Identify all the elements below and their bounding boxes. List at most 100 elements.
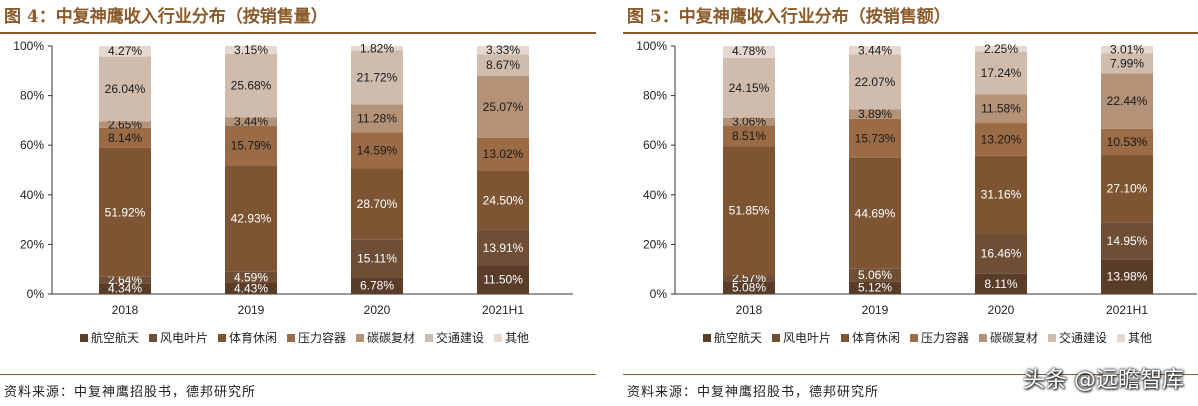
bar-segment (477, 170, 529, 231)
bar-segment (723, 125, 775, 147)
figure-5-source: 资料来源：中复神鹰招股书，德邦研究所 (627, 385, 880, 400)
legend-label: 交通建设 (436, 330, 484, 345)
data-label: 11.58% (981, 102, 1021, 116)
data-label: 25.68% (231, 79, 272, 93)
legend-label: 压力容器 (298, 330, 346, 345)
legend-swatch (287, 334, 295, 342)
bar-segment (849, 118, 901, 158)
legend-swatch (841, 334, 849, 342)
data-label: 3.44% (858, 43, 892, 57)
data-label: 10.53% (1107, 135, 1148, 149)
legend-label: 交通建设 (1059, 330, 1107, 345)
data-label: 5.06% (858, 268, 892, 282)
y-tick-label: 0% (27, 287, 45, 301)
legend-swatch (703, 334, 711, 342)
data-label: 3.06% (732, 115, 766, 129)
bar-segment (351, 239, 403, 278)
data-label: 3.15% (234, 43, 268, 57)
bar-segment (225, 53, 277, 118)
bar-segment (477, 230, 529, 266)
bar-segment (477, 54, 529, 76)
data-label: 3.89% (858, 107, 892, 121)
bar-segment (975, 273, 1027, 294)
bar-segment (351, 104, 403, 133)
data-label: 22.07% (855, 75, 896, 89)
bar-segment (849, 281, 901, 294)
data-label: 13.20% (981, 132, 1022, 146)
legend-swatch (1048, 334, 1056, 342)
legend-swatch (772, 334, 780, 342)
data-label: 4.43% (234, 282, 268, 296)
data-label: 11.28% (357, 111, 397, 125)
data-label: 5.08% (732, 281, 766, 295)
bar-segment (975, 233, 1027, 274)
data-label: 28.70% (357, 197, 398, 211)
bar-segment (849, 109, 901, 119)
legend-label: 航空航天 (91, 330, 139, 345)
legend-swatch (494, 334, 502, 342)
x-tick-label: 2021H1 (482, 303, 524, 317)
bar-segment (351, 168, 403, 240)
data-label: 7.99% (1110, 56, 1144, 70)
data-label: 13.02% (483, 147, 524, 161)
bar-segment (351, 132, 403, 169)
legend-label: 风电叶片 (160, 331, 208, 345)
data-label: 27.10% (1107, 182, 1148, 196)
y-tick-label: 80% (20, 89, 44, 103)
x-tick-label: 2021H1 (1106, 303, 1148, 317)
bar-segment (351, 46, 403, 51)
x-tick-label: 2018 (736, 303, 763, 317)
figure-5-panel: 图 5：中复神鹰收入行业分布（按销售额） 0% 20% 40% 60% 80% 100% 5… (623, 0, 1198, 406)
data-label: 5.12% (858, 281, 892, 295)
data-label: 3.01% (1110, 43, 1144, 57)
bar-segment (975, 123, 1027, 156)
data-label: 51.85% (729, 204, 770, 218)
bar-segment (99, 283, 151, 294)
bar-segment (975, 155, 1027, 234)
x-tick-label: 2020 (364, 303, 391, 317)
legend-swatch (356, 334, 364, 342)
data-label: 8.51% (732, 129, 766, 143)
legend-swatch (80, 334, 88, 342)
y-tick-label: 40% (20, 188, 44, 202)
y-tick-label: 20% (643, 237, 667, 251)
y-tick-label: 20% (20, 237, 44, 251)
legend-label: 碳碳复材 (367, 331, 415, 345)
bar-segment (99, 147, 151, 277)
figure-4-source-rule (0, 374, 596, 375)
bar-segment (225, 283, 277, 294)
bar-segment (1101, 128, 1153, 156)
data-label: 42.93% (231, 211, 272, 225)
legend-label: 其他 (1128, 331, 1152, 345)
x-tick-label: 2019 (862, 303, 889, 317)
data-label: 17.24% (981, 66, 1022, 80)
data-label: 22.44% (1107, 94, 1148, 108)
bar-segment (975, 94, 1027, 124)
figure-4-panel: 图 4：中复神鹰收入行业分布（按销售量） 0% 20% 40% 60% 80% 100% 4… (0, 0, 596, 406)
bar-segment (1101, 46, 1153, 54)
bar-segment (723, 275, 775, 282)
bar-segment (225, 271, 277, 284)
bar-segment (849, 157, 901, 269)
data-label: 11.50% (483, 273, 523, 287)
data-label: 4.59% (234, 270, 268, 284)
legend-label: 航空航天 (714, 330, 762, 345)
bar-segment (351, 277, 403, 294)
bar-segment (225, 165, 277, 272)
data-label: 24.15% (729, 81, 770, 95)
bar-segment (351, 50, 403, 105)
data-label: 4.27% (108, 44, 142, 58)
bar-segment (1101, 53, 1153, 74)
x-tick-label: 2020 (988, 303, 1015, 317)
legend-swatch (910, 334, 918, 342)
bar-segment (477, 75, 529, 138)
legend-label: 碳碳复材 (990, 331, 1038, 345)
y-tick-label: 80% (643, 89, 667, 103)
bar-segment (1101, 259, 1153, 294)
bar-segment (225, 45, 277, 54)
bar-segment (477, 46, 529, 55)
bar-segment (225, 126, 277, 166)
y-tick-label: 100% (13, 39, 44, 53)
bar-segment (723, 281, 775, 294)
figure-5-chart: 0%20%40%60%80%100%5.08%2.57%51.85%8.51%3… (636, 39, 1197, 345)
